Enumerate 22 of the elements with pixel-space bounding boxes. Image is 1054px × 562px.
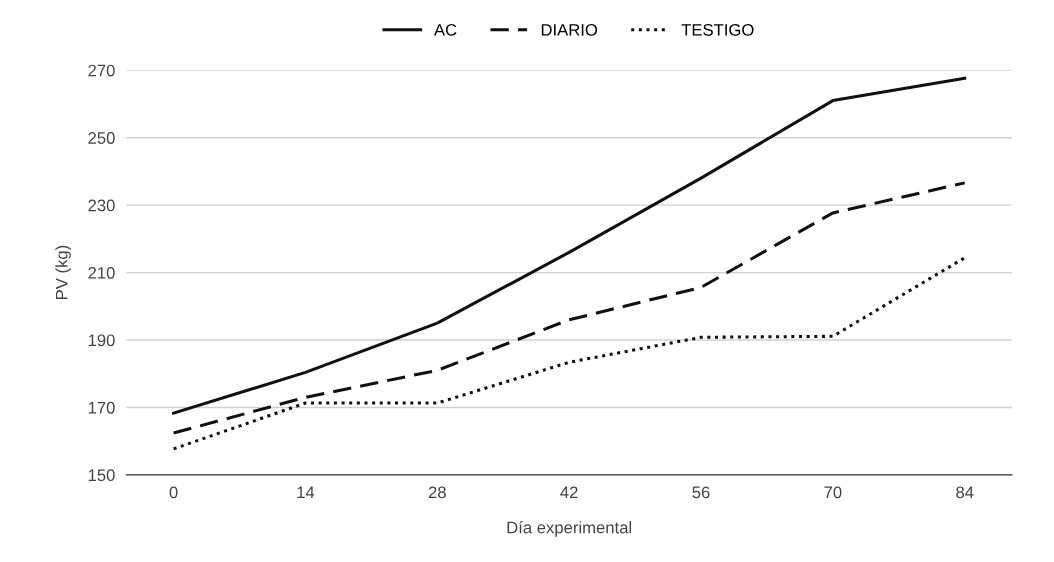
- x-tick-label: 70: [824, 486, 842, 499]
- x-tick-label: 0: [169, 486, 178, 499]
- y-tick-label: 190: [88, 334, 115, 347]
- x-tick-label: 14: [297, 486, 315, 499]
- y-tick-label: 210: [88, 266, 115, 279]
- y-axis-title: PV (kg): [55, 245, 71, 299]
- legend-label: AC: [434, 23, 457, 36]
- x-tick-label: 28: [428, 486, 446, 499]
- line-series: [172, 256, 967, 451]
- x-tick-label: 84: [956, 486, 974, 499]
- x-tick-label: 42: [560, 486, 578, 499]
- y-tick-label: 150: [88, 469, 115, 482]
- legend-label: DIARIO: [541, 23, 598, 36]
- line-series: [172, 181, 967, 435]
- legend-label: TESTIGO: [681, 23, 754, 36]
- x-tick-label: 56: [692, 486, 710, 499]
- y-tick-label: 250: [88, 132, 115, 144]
- x-axis-title: Día experimental: [507, 520, 632, 537]
- line-series: [172, 76, 967, 415]
- y-tick-label: 270: [88, 64, 115, 77]
- y-tick-label: 230: [88, 199, 115, 212]
- y-tick-label: 170: [88, 401, 115, 414]
